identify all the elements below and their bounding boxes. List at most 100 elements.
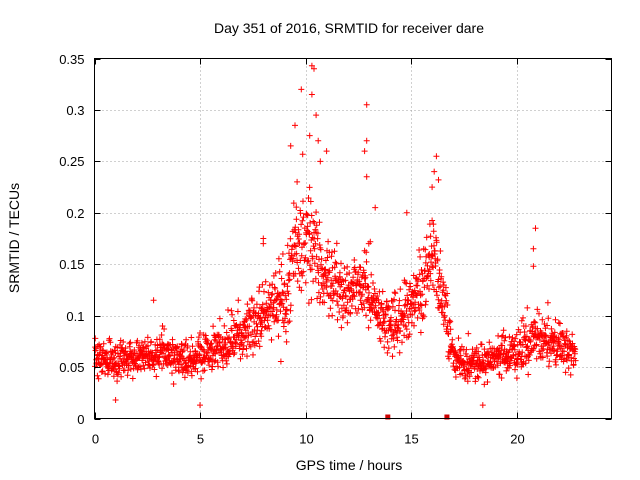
- data-point: [316, 219, 323, 226]
- data-point: [230, 317, 237, 324]
- data-point: [433, 153, 440, 160]
- data-point: [400, 316, 407, 323]
- data-point: [360, 300, 367, 307]
- data-point: [330, 280, 336, 287]
- data-point: [251, 304, 257, 311]
- data-point: [225, 307, 231, 313]
- data-point: [235, 297, 242, 304]
- data-point: [308, 62, 315, 69]
- data-point: [381, 344, 388, 351]
- data-point: [440, 287, 447, 294]
- data-point: [293, 216, 300, 223]
- data-point: [127, 366, 134, 373]
- data-point: [418, 267, 425, 273]
- data-point: [567, 371, 574, 378]
- data-point: [256, 343, 263, 350]
- data-point: [148, 338, 155, 345]
- data-point: [462, 374, 469, 381]
- data-point: [308, 296, 315, 303]
- data-point: [169, 370, 175, 377]
- data-point: [338, 281, 345, 288]
- data-point: [553, 361, 559, 368]
- data-point: [275, 255, 282, 262]
- data-point: [444, 302, 451, 308]
- data-point: [192, 365, 199, 372]
- data-point: [244, 338, 251, 345]
- data-point: [238, 329, 245, 336]
- data-point: [287, 302, 294, 309]
- data-point: [265, 289, 272, 296]
- data-point: [548, 325, 555, 332]
- data-point: [469, 346, 476, 353]
- data-point: [99, 347, 106, 354]
- data-point: [416, 247, 423, 253]
- data-point: [486, 339, 493, 346]
- data-point: [563, 328, 570, 335]
- data-point: [557, 320, 563, 327]
- data-point: [501, 337, 508, 344]
- y-tick-label: 0.1: [66, 309, 84, 324]
- data-point: [384, 349, 391, 356]
- data-point: [365, 324, 372, 331]
- data-point: [481, 381, 488, 388]
- data-point: [321, 299, 328, 306]
- data-point: [275, 292, 282, 299]
- data-point: [209, 344, 216, 350]
- data-point: [407, 283, 414, 290]
- data-point: [379, 288, 386, 295]
- data-point: [236, 345, 243, 352]
- data-point: [129, 375, 136, 382]
- data-point: [312, 240, 319, 247]
- data-point: [318, 255, 325, 262]
- data-point: [359, 291, 366, 298]
- data-point: [560, 333, 567, 340]
- data-point: [344, 319, 351, 326]
- data-point: [344, 263, 351, 270]
- data-point: [357, 297, 364, 304]
- data-point: [431, 242, 437, 249]
- data-point: [231, 349, 238, 356]
- data-point: [334, 298, 340, 305]
- data-point: [417, 301, 424, 308]
- data-point: [312, 226, 319, 233]
- data-point: [315, 137, 322, 144]
- data-point: [558, 343, 565, 350]
- data-point: [341, 287, 348, 293]
- data-point: [276, 291, 283, 298]
- data-point: [298, 221, 305, 228]
- data-point: [404, 297, 411, 304]
- data-point: [184, 370, 191, 376]
- data-point: [550, 333, 557, 339]
- data-point: [411, 308, 418, 315]
- data-point: [511, 346, 518, 353]
- data-point: [342, 277, 349, 284]
- data-point: [428, 259, 434, 266]
- data-point: [435, 284, 442, 291]
- data-point: [278, 275, 285, 282]
- data-points: [92, 62, 579, 409]
- data-point: [431, 247, 438, 254]
- data-point: [304, 227, 310, 234]
- data-point: [282, 292, 289, 299]
- data-point: [396, 297, 403, 304]
- data-point: [522, 337, 529, 344]
- data-point: [441, 303, 448, 310]
- data-point: [403, 326, 410, 333]
- data-point: [481, 346, 488, 353]
- data-point: [514, 361, 521, 368]
- data-point: [465, 330, 472, 337]
- data-point: [408, 305, 415, 312]
- data-point: [341, 287, 348, 294]
- data-point: [375, 309, 382, 316]
- data-point: [255, 338, 262, 345]
- data-point: [532, 319, 539, 326]
- data-point: [247, 307, 253, 314]
- data-point: [278, 261, 285, 268]
- data-point: [433, 239, 440, 246]
- data-point: [183, 367, 190, 373]
- data-point: [363, 137, 370, 144]
- data-point: [259, 281, 266, 288]
- data-point: [197, 402, 203, 409]
- data-point: [314, 230, 321, 237]
- x-axis-label: GPS time / hours: [296, 457, 403, 473]
